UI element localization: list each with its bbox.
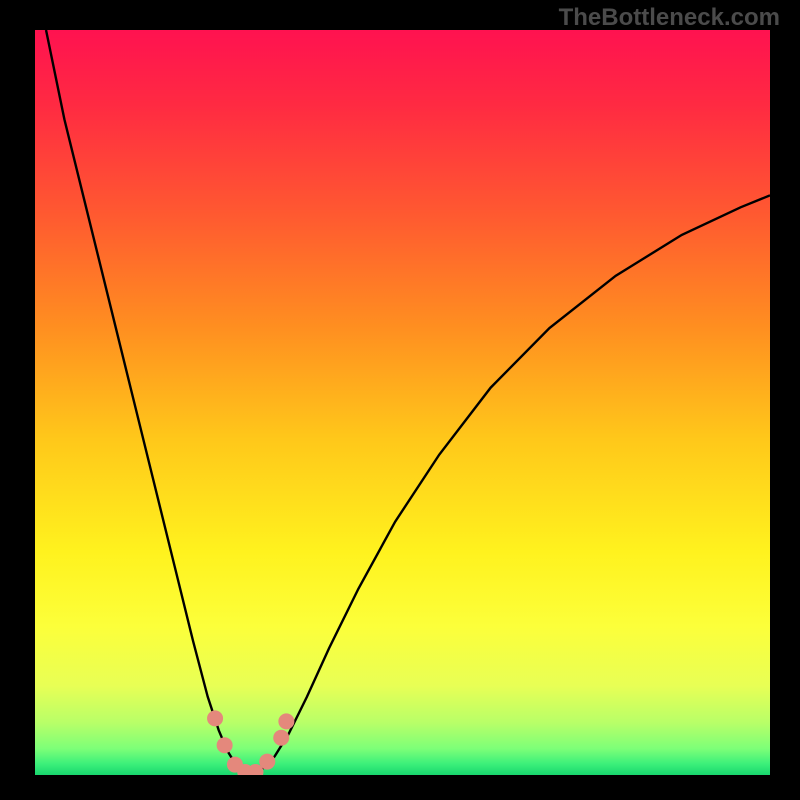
- valley-marker: [278, 713, 294, 729]
- valley-marker: [259, 754, 275, 770]
- curve-layer: [35, 30, 770, 775]
- valley-marker: [207, 710, 223, 726]
- plot-area: [35, 30, 770, 775]
- valley-marker: [273, 730, 289, 746]
- valley-marker: [217, 737, 233, 753]
- curve-right-branch: [256, 195, 771, 772]
- curve-left-branch: [46, 30, 255, 772]
- watermark-text: TheBottleneck.com: [559, 4, 780, 32]
- chart-frame: TheBottleneck.com: [0, 0, 800, 800]
